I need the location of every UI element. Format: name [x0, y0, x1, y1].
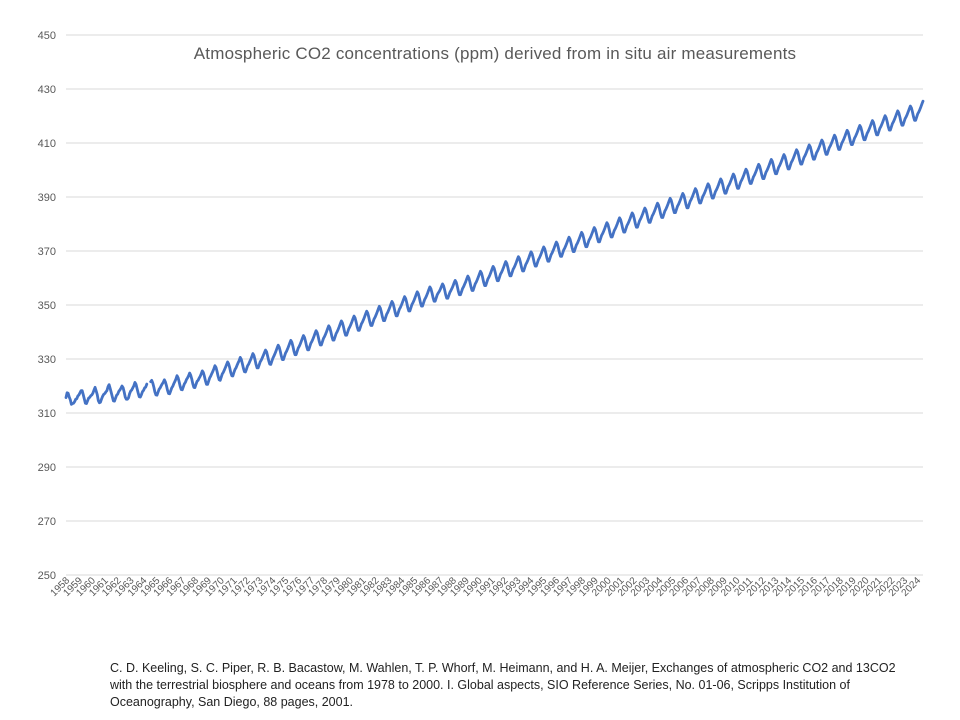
y-tick-label: 390 [38, 192, 56, 204]
co2-line-chart: 250 270 290 310 330 350 370 390 410 430 450 195819… [38, 30, 925, 599]
x-axis-ticks: 1958195919601961196219631964196519661967… [49, 575, 924, 599]
citation-text: C. D. Keeling, S. C. Piper, R. B. Bacast… [110, 661, 896, 709]
y-axis-ticks: 250 270 290 310 330 350 370 390 410 430 450 [38, 30, 56, 582]
data-series [64, 99, 925, 406]
gridlines [66, 34, 923, 576]
y-tick-label: 430 [38, 84, 56, 96]
y-tick-label: 330 [38, 354, 56, 366]
series-line-segment [149, 99, 925, 397]
y-tick-label: 250 [38, 570, 56, 582]
y-tick-label: 450 [38, 30, 56, 42]
y-tick-label: 410 [38, 138, 56, 150]
y-tick-label: 270 [38, 516, 56, 528]
y-tick-label: 350 [38, 300, 56, 312]
y-tick-label: 310 [38, 408, 56, 420]
y-tick-label: 290 [38, 462, 56, 474]
chart-title: Atmospheric CO2 concentrations (ppm) der… [194, 44, 796, 63]
y-tick-label: 370 [38, 246, 56, 258]
series-line-segment [64, 381, 149, 406]
